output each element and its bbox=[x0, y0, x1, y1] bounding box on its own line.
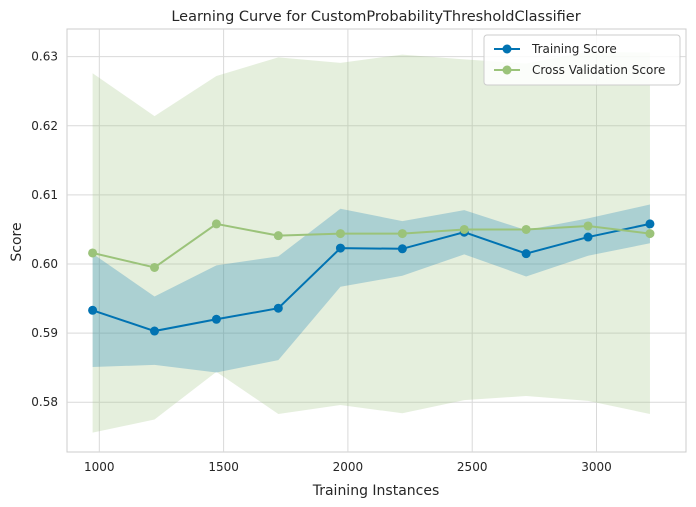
cv-score-point bbox=[150, 262, 160, 272]
x-gridlines bbox=[98, 29, 598, 452]
training-score-point bbox=[397, 244, 407, 254]
confidence-bands bbox=[92, 51, 650, 433]
cv-score-point bbox=[459, 224, 469, 234]
training-score-point bbox=[335, 243, 345, 253]
x-tick-label: 2000 bbox=[333, 460, 364, 474]
training-score-band bbox=[92, 204, 650, 373]
y-axis-label: Score bbox=[9, 222, 25, 261]
cv-score-point bbox=[211, 219, 221, 229]
cv-score-point bbox=[335, 229, 345, 239]
training-score-point bbox=[88, 305, 98, 315]
legend: Training Score Cross Validation Score bbox=[483, 34, 681, 86]
legend-label-cv: Cross Validation Score bbox=[532, 63, 665, 77]
x-tick-label: 1500 bbox=[208, 460, 239, 474]
legend-box bbox=[483, 34, 681, 86]
x-tick-label: 3000 bbox=[581, 460, 612, 474]
y-tick-label: 0.63 bbox=[31, 50, 58, 64]
y-tick-label: 0.61 bbox=[31, 188, 58, 202]
cv-score-point bbox=[273, 231, 283, 241]
series-points bbox=[88, 219, 655, 336]
y-gridlines bbox=[67, 56, 686, 403]
training-score-point bbox=[211, 314, 221, 324]
cv-score-band bbox=[92, 51, 650, 433]
training-score-point bbox=[273, 303, 283, 313]
training-score-point bbox=[150, 326, 160, 336]
training-score-point bbox=[645, 219, 655, 229]
cv-score-point bbox=[521, 224, 531, 234]
chart-title: Learning Curve for CustomProbabilityThre… bbox=[171, 9, 580, 25]
cv-score-point bbox=[88, 248, 98, 258]
training-score-point bbox=[521, 249, 531, 259]
y-tick-label: 0.58 bbox=[31, 395, 58, 409]
cv-score-point bbox=[645, 229, 655, 239]
cv-score-line bbox=[92, 222, 651, 269]
training-score-line bbox=[92, 222, 651, 333]
x-tick-label: 2500 bbox=[457, 460, 488, 474]
cv-score-point bbox=[583, 221, 593, 231]
series-lines bbox=[92, 222, 651, 333]
legend-label-training: Training Score bbox=[531, 42, 617, 56]
training-score-point bbox=[583, 232, 593, 242]
y-tick-label: 0.59 bbox=[31, 326, 58, 340]
cv-score-point bbox=[397, 229, 407, 239]
y-tick-labels: 0.58 0.59 0.60 0.61 0.62 0.63 bbox=[31, 50, 58, 410]
plot-area bbox=[66, 28, 687, 453]
x-tick-labels: 1000 1500 2000 2500 3000 bbox=[84, 460, 612, 474]
x-axis-label: Training Instances bbox=[312, 483, 440, 499]
legend-marker-cv bbox=[502, 65, 512, 75]
legend-marker-training bbox=[502, 44, 512, 54]
x-tick-label: 1000 bbox=[84, 460, 115, 474]
y-tick-label: 0.62 bbox=[31, 119, 58, 133]
y-tick-label: 0.60 bbox=[31, 257, 58, 271]
